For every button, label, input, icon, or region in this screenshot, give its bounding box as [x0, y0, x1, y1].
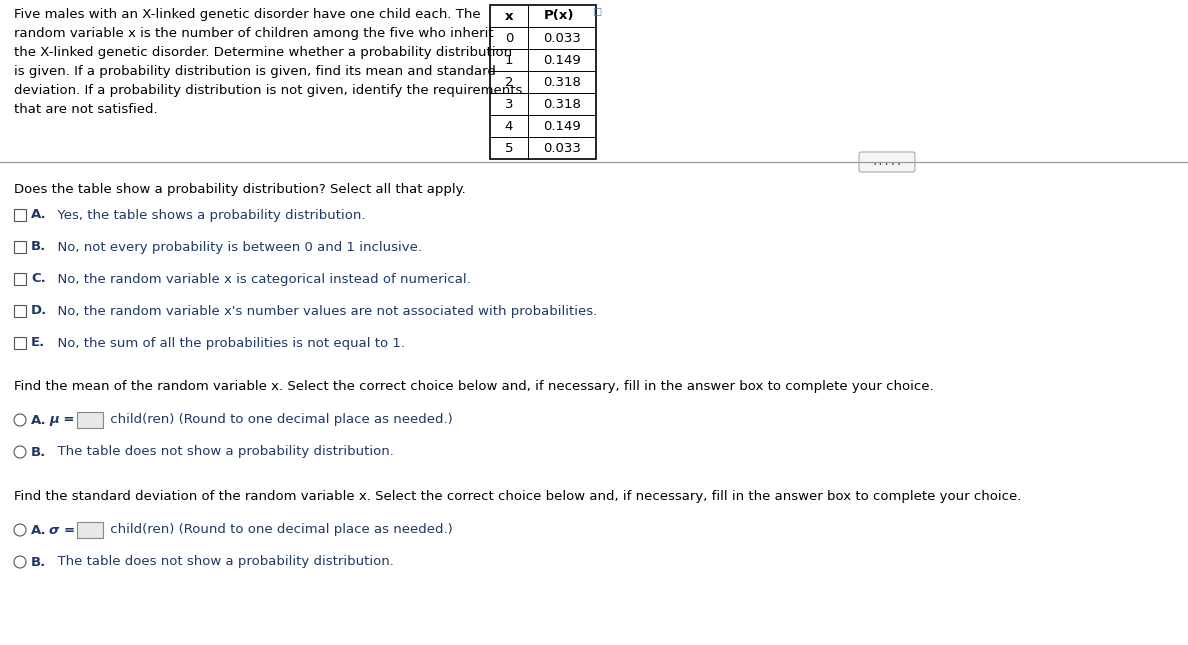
Text: Find the mean of the random variable x. Select the correct choice below and, if : Find the mean of the random variable x. … [14, 380, 934, 393]
Text: B.: B. [31, 446, 46, 459]
Text: 0.033: 0.033 [543, 32, 581, 45]
Text: The table does not show a probability distribution.: The table does not show a probability di… [49, 555, 394, 568]
Bar [14, 241, 26, 253]
Text: 3: 3 [505, 97, 513, 110]
Text: Does the table show a probability distribution? Select all that apply.: Does the table show a probability distri… [14, 183, 466, 196]
Bar [77, 522, 103, 538]
Text: No, not every probability is between 0 and 1 inclusive.: No, not every probability is between 0 a… [49, 241, 422, 253]
Bar [14, 273, 26, 285]
Text: Five males with an X-linked genetic disorder have one child each. The
random var: Five males with an X-linked genetic diso… [14, 8, 523, 116]
Bar [77, 412, 103, 428]
Text: σ =: σ = [49, 524, 80, 537]
Text: 0.318: 0.318 [543, 75, 581, 88]
Text: 5: 5 [505, 141, 513, 155]
Text: The table does not show a probability distribution.: The table does not show a probability di… [49, 446, 394, 459]
Circle shape [14, 414, 26, 426]
Text: D.: D. [31, 304, 48, 317]
Text: No, the random variable x is categorical instead of numerical.: No, the random variable x is categorical… [49, 272, 470, 286]
Text: child(ren) (Round to one decimal place as needed.): child(ren) (Round to one decimal place a… [106, 413, 453, 426]
Text: 4: 4 [505, 119, 513, 132]
Text: 0.033: 0.033 [543, 141, 581, 155]
Circle shape [14, 446, 26, 458]
Text: P(x): P(x) [544, 10, 574, 23]
Text: 0.318: 0.318 [543, 97, 581, 110]
Circle shape [14, 556, 26, 568]
Text: Find the standard deviation of the random variable x. Select the correct choice : Find the standard deviation of the rando… [14, 490, 1022, 503]
Bar [14, 305, 26, 317]
Text: .....: ..... [871, 157, 903, 167]
Text: Yes, the table shows a probability distribution.: Yes, the table shows a probability distr… [49, 208, 366, 221]
Bar [14, 337, 26, 349]
Text: x: x [505, 10, 513, 23]
Bar [489, 5, 596, 159]
Text: A.: A. [31, 413, 46, 426]
Text: 0.149: 0.149 [543, 54, 581, 66]
Text: No, the random variable x's number values are not associated with probabilities.: No, the random variable x's number value… [49, 304, 598, 317]
Text: No, the sum of all the probabilities is not equal to 1.: No, the sum of all the probabilities is … [49, 337, 405, 350]
Circle shape [14, 524, 26, 536]
Text: □: □ [592, 7, 601, 17]
Text: B.: B. [31, 555, 46, 568]
Text: E.: E. [31, 337, 45, 350]
Bar [14, 209, 26, 221]
Text: child(ren) (Round to one decimal place as needed.): child(ren) (Round to one decimal place a… [106, 524, 453, 537]
Text: 2: 2 [505, 75, 513, 88]
Text: B.: B. [31, 241, 46, 253]
Text: C.: C. [31, 272, 46, 286]
Text: 0.149: 0.149 [543, 119, 581, 132]
Text: A.: A. [31, 524, 46, 537]
Text: 0: 0 [505, 32, 513, 45]
FancyBboxPatch shape [859, 152, 915, 172]
Text: A.: A. [31, 208, 46, 221]
Text: μ =: μ = [49, 413, 80, 426]
Text: 1: 1 [505, 54, 513, 66]
